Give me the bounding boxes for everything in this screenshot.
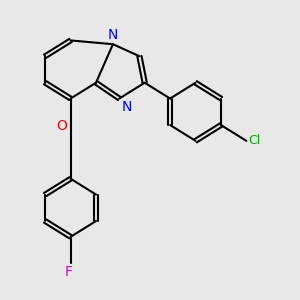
Text: N: N — [108, 28, 118, 42]
Text: N: N — [122, 100, 133, 114]
Text: O: O — [56, 119, 67, 133]
Text: F: F — [65, 265, 73, 279]
Text: Cl: Cl — [248, 134, 260, 147]
